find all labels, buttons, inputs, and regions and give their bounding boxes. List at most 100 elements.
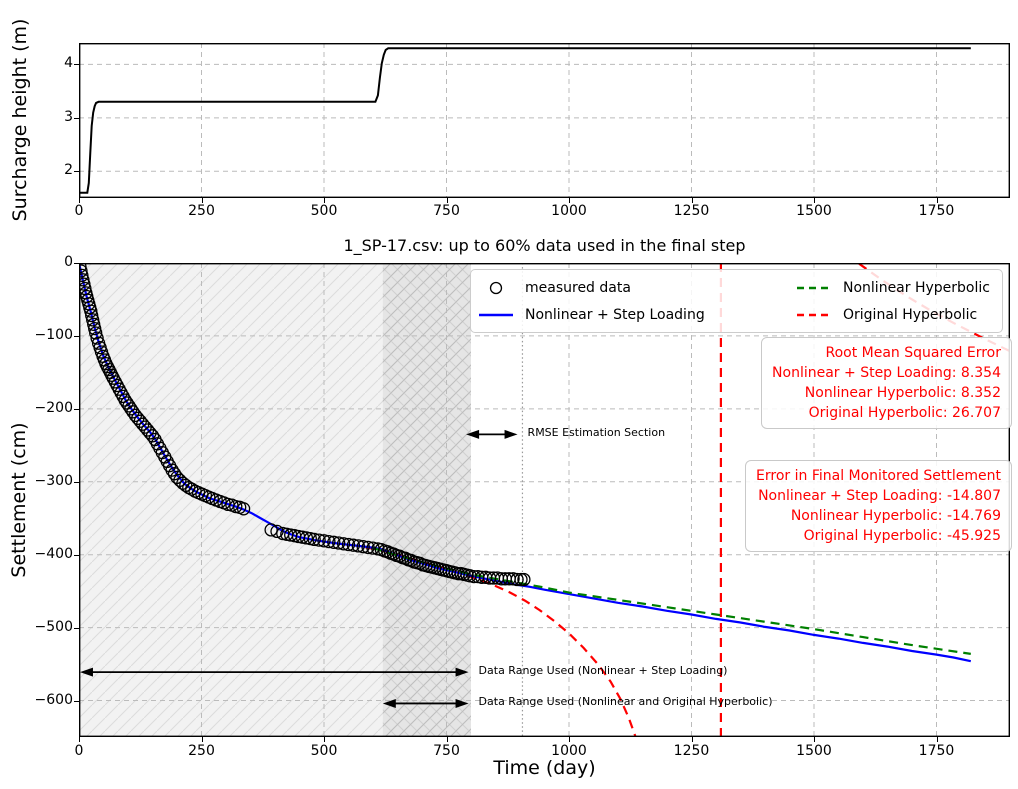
measured-point: [86, 313, 100, 327]
rmse-box-line: Nonlinear Hyperbolic: 8.352: [804, 385, 1001, 401]
measured-point: [90, 331, 104, 345]
rmse-annotation-box: Root Mean Squared Error Nonlinear + Step…: [761, 337, 1012, 429]
final-error-annotation-box: Error in Final Monitored Settlement Nonl…: [745, 460, 1012, 552]
measured-point: [85, 308, 99, 323]
x-tick-mark: [446, 198, 448, 203]
error-box-title: Error in Final Monitored Settlement: [756, 468, 1001, 484]
y-tick-label: −200: [34, 399, 73, 416]
x-tick-mark: [79, 737, 80, 742]
measured-point: [124, 402, 138, 416]
x-tick-label: 1250: [673, 203, 710, 219]
measured-point: [341, 537, 356, 552]
y-tick-label: −600: [34, 691, 73, 708]
measured-point: [361, 540, 375, 555]
error-box-line: Nonlinear + Step Loading: -14.807: [758, 488, 1001, 504]
measured-point: [514, 572, 528, 587]
axes-spine: [79, 43, 1010, 198]
y-tick-label: −400: [34, 545, 73, 562]
x-tick-mark: [569, 198, 570, 203]
rmse-box-title: Root Mean Squared Error: [825, 345, 1001, 361]
data-range-step-label: Data Range Used (Nonlinear + Step Loadin…: [478, 664, 728, 678]
x-tick-label: 250: [188, 743, 215, 759]
x-tick-mark: [79, 198, 80, 203]
line-swatch-icon: [797, 313, 831, 316]
x-tick-mark: [201, 198, 203, 203]
measured-point: [307, 532, 321, 547]
y-tick-label: −500: [34, 618, 73, 635]
x-tick-label: 750: [433, 203, 460, 219]
legend: measured data Nonlinear + Step Loading Non…: [470, 269, 1003, 333]
x-tick-mark: [446, 737, 448, 742]
x-tick-mark: [691, 198, 693, 203]
data-range-hyper-label: Data Range Used (Nonlinear and Original …: [478, 695, 773, 709]
measured-point: [165, 463, 179, 477]
data-range-step-arrow: [79, 667, 469, 677]
legend-label: Original Hyperbolic: [843, 306, 978, 323]
x-tick-mark: [569, 737, 570, 742]
y-tick-mark: [74, 627, 79, 629]
measured-point: [312, 533, 326, 547]
x-tick-label: 1000: [551, 743, 587, 759]
legend-label: Nonlinear Hyperbolic: [843, 279, 990, 296]
measured-point: [327, 535, 341, 549]
y-tick-mark: [74, 64, 79, 66]
y-tick-label: −300: [34, 472, 73, 489]
y-tick-label: 0: [64, 254, 73, 270]
x-tick-label: 250: [188, 203, 215, 219]
data-range-hyper-arrow: [382, 698, 469, 708]
settlement-plot-area: [79, 263, 1010, 737]
line-swatch-icon: [797, 286, 831, 289]
x-tick-mark: [324, 737, 325, 742]
measured-point: [517, 572, 531, 587]
measured-point: [105, 368, 119, 382]
circle-marker-icon: [489, 281, 503, 294]
error-box-line: Original Hyperbolic: -45.925: [803, 528, 1001, 544]
y-tick-mark: [74, 700, 79, 702]
measured-point: [79, 264, 88, 278]
x-axis-label: Time (day): [493, 757, 596, 779]
x-tick-label: 750: [433, 743, 460, 759]
x-tick-label: 1250: [673, 743, 710, 759]
measured-point: [79, 268, 89, 283]
measured-point: [89, 326, 103, 340]
measured-point: [264, 523, 278, 537]
rmse-box-line: Original Hyperbolic: 26.707: [808, 405, 1001, 421]
x-tick-mark: [324, 198, 325, 203]
series-surcharge-height: [79, 47, 971, 194]
surcharge-plot-area: [79, 43, 1010, 198]
measured-data-points: [79, 263, 531, 587]
measured-point: [84, 304, 98, 318]
y-tick-mark: [74, 481, 79, 483]
measured-point: [346, 538, 361, 552]
x-tick-mark: [814, 198, 815, 203]
chart-title: 1_SP-17.csv: up to 60% data used in the …: [343, 236, 746, 255]
grid: [79, 43, 1010, 198]
x-tick-label: 500: [310, 743, 338, 759]
measured-point: [510, 572, 524, 587]
y-tick-mark: [74, 171, 79, 173]
legend-item-original-hyperbolic: Original Hyperbolic: [795, 307, 990, 323]
x-tick-label: 1000: [551, 203, 587, 219]
measured-point: [236, 502, 251, 516]
x-tick-label: 1750: [918, 743, 955, 759]
x-tick-label: 0: [74, 203, 84, 219]
measured-point: [185, 482, 199, 496]
y-tick-mark: [74, 335, 79, 337]
measured-point: [88, 321, 102, 336]
x-tick-mark: [936, 198, 938, 203]
y-tick-label: 4: [64, 55, 73, 72]
error-box-line: Nonlinear Hyperbolic: -14.769: [790, 508, 1001, 524]
measured-point: [336, 537, 351, 551]
x-tick-mark: [936, 737, 938, 742]
legend-item-nonlinear-step-loading: Nonlinear + Step Loading: [477, 307, 795, 323]
x-tick-mark: [691, 737, 693, 742]
y-tick-label: −100: [34, 326, 73, 343]
measured-point: [356, 540, 370, 554]
measured-point: [270, 524, 284, 539]
line-swatch-icon: [479, 313, 513, 316]
x-tick-mark: [814, 737, 815, 742]
x-tick-label: 500: [310, 203, 338, 219]
measured-point: [143, 426, 157, 440]
y-tick-mark: [74, 263, 79, 264]
